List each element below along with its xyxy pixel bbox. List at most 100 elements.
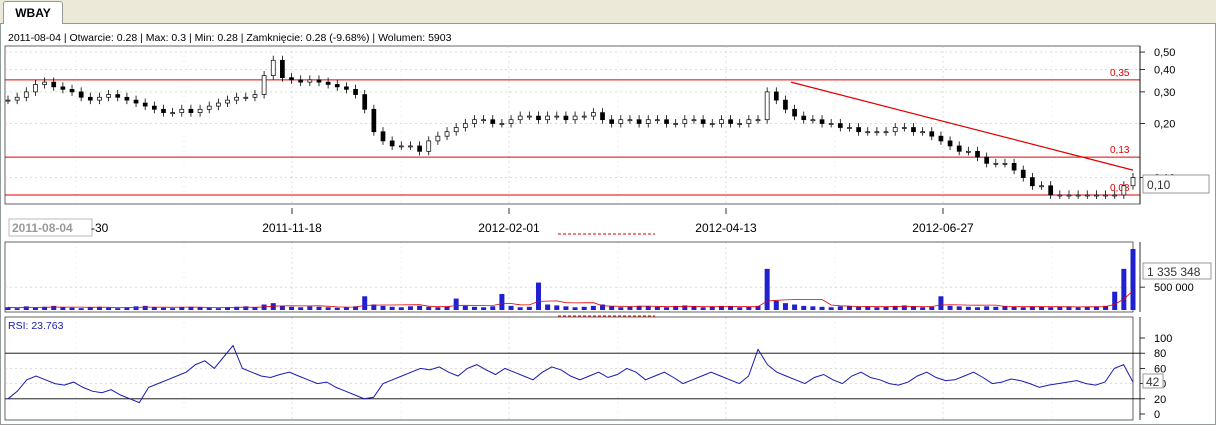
volume-bar [782, 303, 788, 310]
trendline[interactable] [790, 81, 1134, 171]
volume-bar [718, 305, 724, 310]
candle-body [51, 81, 57, 88]
volume-bar [188, 306, 194, 310]
volume-bar [389, 306, 395, 310]
candle-body [837, 123, 843, 128]
candle-body [325, 81, 331, 85]
volume-bar [42, 306, 48, 310]
volume-bars [5, 248, 1136, 310]
candle-body [243, 96, 249, 99]
candle-body [380, 131, 386, 142]
volume-bar [225, 307, 231, 310]
volume-bar [133, 306, 139, 310]
volume-bar [1029, 306, 1035, 310]
date-axis-label: 2012-02-01 [478, 221, 540, 235]
volume-bar [106, 307, 112, 310]
candle-body [847, 127, 852, 129]
candle-body [1002, 162, 1008, 165]
candle-body [1020, 169, 1026, 178]
volume-bar [664, 307, 670, 310]
candle-body [188, 108, 194, 113]
volume-bar [215, 308, 221, 310]
volume-bar [728, 306, 734, 310]
volume-bar [353, 306, 359, 310]
rsi-axis: 100806040200 [1139, 317, 1172, 421]
volume-bar [627, 306, 633, 310]
candle-body [545, 115, 550, 121]
volume-bar [1048, 307, 1054, 310]
candle-body [435, 135, 441, 142]
candle-body [764, 91, 770, 121]
candle-body [453, 127, 459, 133]
header-max: Max: 0.3 [146, 32, 186, 44]
volume-bar [87, 307, 93, 310]
symbol-tab[interactable]: WBAY [3, 1, 63, 24]
candle-body [1011, 162, 1017, 171]
candle-body [673, 123, 679, 125]
volume-axis: 500 000 [1139, 242, 1194, 312]
candle-body [14, 96, 20, 101]
volume-bar [975, 307, 981, 310]
candle-body [609, 119, 615, 124]
cursor-date-box [8, 218, 93, 237]
candle-body [408, 145, 413, 148]
volume-bar [124, 307, 130, 310]
volume-bar [1057, 306, 1063, 310]
volume-bar [51, 305, 57, 310]
candle-body [874, 131, 880, 134]
volume-bar [243, 306, 249, 310]
candle-body [1112, 194, 1118, 197]
candle-body [261, 75, 267, 95]
volume-last-value-box [1142, 262, 1212, 280]
candle-body [728, 119, 733, 124]
volume-bar [1039, 306, 1045, 310]
rsi-pane-frame [4, 316, 1134, 421]
candle-body [472, 119, 477, 124]
candle-body [151, 105, 157, 110]
candle-body [133, 99, 139, 104]
candle-body [499, 123, 505, 125]
candle-body [920, 131, 925, 134]
candle-body [984, 156, 990, 164]
volume-bar [828, 307, 834, 310]
volume-bar [435, 307, 441, 310]
first-date-tick-tail: -30 [91, 221, 109, 235]
volume-axis-label: 500 000 [1154, 282, 1194, 294]
volume-bar [334, 307, 340, 310]
volume-bar [737, 307, 743, 310]
volume-bar [444, 306, 450, 310]
candle-body [819, 119, 825, 124]
candle-body [956, 145, 962, 152]
volume-bar [1075, 307, 1081, 310]
candle-body [398, 145, 404, 148]
volume-bar [673, 305, 679, 310]
candle-body [462, 123, 468, 128]
candle-body [334, 84, 340, 88]
volume-bar [1130, 248, 1136, 310]
volume-bar [920, 307, 926, 310]
volume-bar [179, 307, 185, 310]
candle-body [719, 119, 724, 124]
volume-bar [115, 308, 121, 310]
candle-body [563, 115, 569, 121]
header-volume: Wolumen: 5903 [378, 32, 452, 44]
candle-body [252, 94, 258, 98]
candle-body [700, 119, 706, 124]
rsi-line [7, 344, 1134, 404]
volume-bar [947, 305, 953, 310]
volume-bar [901, 305, 907, 310]
volume-bar [545, 304, 551, 310]
candle-body [170, 112, 175, 114]
volume-bar [5, 307, 11, 310]
header-close: Zamknięcie: 0.28 (-9.68%) [246, 32, 369, 44]
volume-bar [810, 306, 816, 310]
rsi-last-value-box [1142, 373, 1164, 389]
candle-body [1039, 185, 1044, 188]
price-horizontal-lines: 0,35 0,13 0,08 [5, 68, 1140, 196]
volume-bar [883, 306, 889, 310]
volume-bar [298, 307, 304, 310]
candle-body [856, 127, 861, 133]
volume-bar [563, 306, 569, 310]
volume-bar [453, 298, 459, 310]
